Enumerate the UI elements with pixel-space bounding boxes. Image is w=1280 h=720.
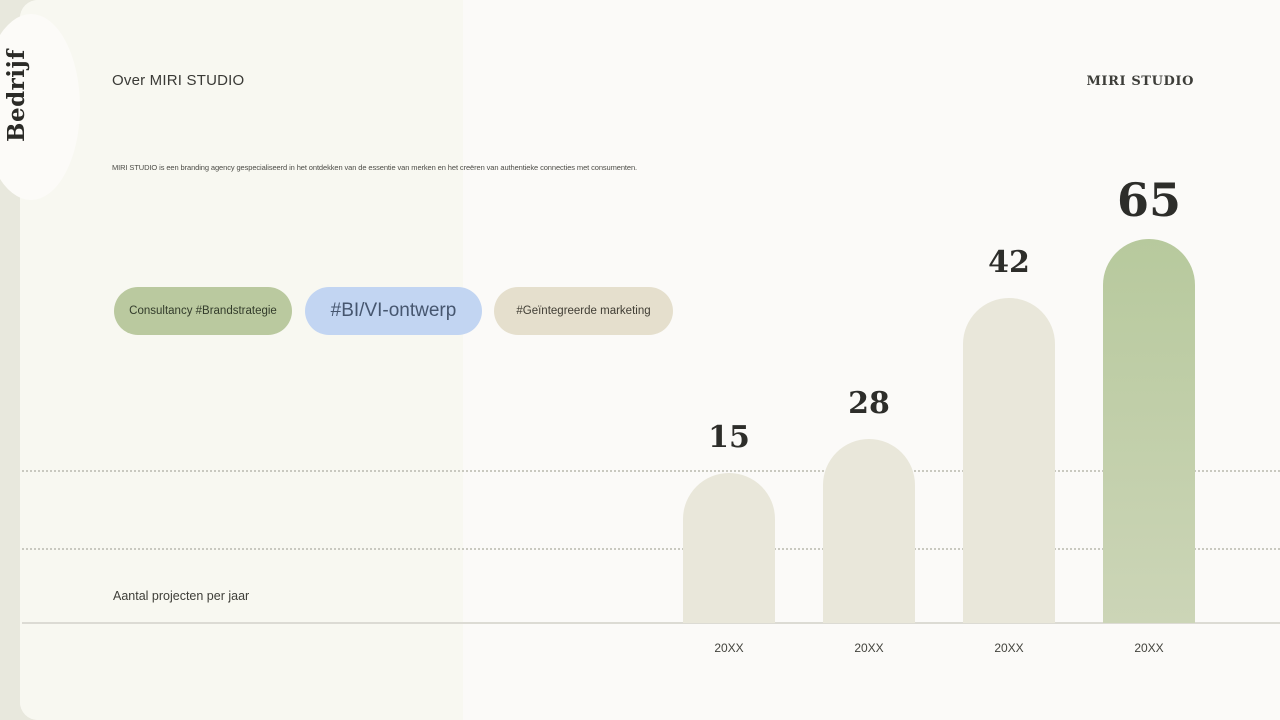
bar-value-label: 28 [848,386,890,421]
bar-value-label: 42 [988,245,1030,280]
description-text: MIRI STUDIO is een branding agency gespe… [112,163,638,172]
bar-category-label: 20XX [994,641,1024,655]
page-title: Over MIRI STUDIO [112,72,245,89]
bar-category-label: 20XX [1134,641,1164,655]
chart-gridline [22,548,1280,550]
tag-pill-label: Consultancy #Brandstrategie [129,305,277,317]
brand-logo: MIRI STUDIO [1086,74,1194,89]
chart-axis-label: Aantal projecten per jaar [113,589,250,603]
chart-bar [963,298,1055,623]
chart-gridline [22,470,1280,472]
bar-value-label: 65 [1116,173,1181,227]
chart-bar [823,439,915,623]
organic-edge-blob [0,14,80,200]
chart-baseline [22,622,1280,624]
bar-category-label: 20XX [854,641,884,655]
tag-pill-geintegreerde-marketing: #Geïntegreerde marketing [494,287,673,335]
tag-pill-consultancy: Consultancy #Brandstrategie [114,287,292,335]
chart-bar [1103,239,1195,623]
sidebar-tab-bedrijf[interactable]: Bedrijf [3,49,30,142]
bar-value-label: 15 [708,420,750,455]
left-background-panel [20,0,463,720]
tag-pill-label: #BI/VI-ontwerp [330,300,457,321]
tag-pill-label: #Geïntegreerde marketing [516,305,651,317]
chart-bar [683,473,775,623]
tag-pill-bi-vi-ontwerp: #BI/VI-ontwerp [305,287,482,335]
bar-category-label: 20XX [714,641,744,655]
